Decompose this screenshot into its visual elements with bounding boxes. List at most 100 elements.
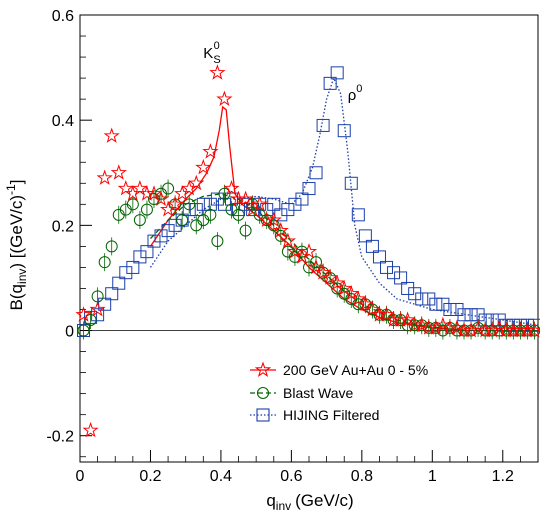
- data-point-star: [216, 90, 233, 106]
- data-point-square: [196, 197, 210, 211]
- y-tick-label: -0.2: [46, 429, 74, 446]
- data-point-square: [337, 124, 351, 138]
- legend-label-data: 200 GeV Au+Au 0 - 5%: [283, 362, 428, 378]
- data-point-star: [427, 319, 444, 335]
- data-point-circle: [204, 208, 217, 221]
- data-point-square: [281, 203, 295, 217]
- data-point-star: [209, 64, 226, 80]
- data-point-star: [293, 248, 311, 264]
- data-point-square: [302, 182, 316, 196]
- data-point-circle: [133, 214, 146, 227]
- data-point-square: [309, 166, 323, 180]
- legend-star-marker: [254, 361, 272, 378]
- data-point-square: [330, 66, 344, 80]
- data-point-square: [323, 76, 337, 90]
- data-point-square: [401, 281, 415, 295]
- data-point-star: [448, 319, 466, 335]
- data-point-circle: [267, 219, 280, 232]
- data-point-star: [300, 243, 318, 259]
- data-point-square: [365, 239, 379, 253]
- data-point-square: [344, 176, 358, 190]
- data-point-square: [140, 245, 154, 259]
- data-point-square: [161, 224, 175, 238]
- data-point-star: [89, 300, 106, 317]
- legend-label-hijing: HIJING Filtered: [283, 407, 379, 423]
- data-point-square: [295, 192, 309, 206]
- data-point-star: [103, 127, 120, 143]
- data-point-star: [223, 179, 240, 196]
- data-point-star: [413, 316, 430, 333]
- data-point-circle: [486, 324, 499, 337]
- x-tick-label: 0.4: [210, 468, 232, 485]
- data-point-square: [372, 250, 386, 264]
- data-point-square: [288, 197, 302, 211]
- y-tick-label: 0.4: [52, 113, 74, 130]
- data-point-star: [96, 169, 113, 185]
- data-point-star: [469, 319, 487, 335]
- data-point-star: [272, 222, 289, 238]
- data-point-star: [195, 158, 212, 175]
- data-point-circle: [352, 298, 365, 311]
- data-point-star: [526, 321, 540, 338]
- data-point-circle: [401, 319, 414, 332]
- x-tick-label: 0.2: [139, 468, 161, 485]
- data-point-square: [380, 260, 394, 274]
- data-point-square: [408, 287, 422, 301]
- y-tick-label: 0.6: [52, 8, 74, 25]
- data-point-square: [387, 266, 401, 280]
- data-point-circle: [295, 245, 308, 258]
- data-point-star: [110, 164, 127, 180]
- data-point-star: [434, 316, 452, 333]
- data-point-star: [237, 190, 254, 206]
- data-point-square: [147, 234, 161, 248]
- data-point-square: [422, 292, 436, 306]
- data-point-star: [484, 321, 501, 338]
- data-point-star: [138, 185, 156, 201]
- x-tick-label: 0: [76, 468, 85, 485]
- data-point-circle: [436, 324, 449, 337]
- legend-entry-data: 200 GeV Au+Au 0 - 5%: [250, 361, 428, 378]
- data-point-star: [265, 211, 282, 227]
- data-point-circle: [232, 208, 245, 221]
- legend-circle-marker: [256, 386, 270, 400]
- data-point-circle: [105, 240, 118, 253]
- data-point-circle: [126, 198, 139, 211]
- x-tick-label: 1.2: [492, 468, 514, 485]
- data-point-circle: [84, 314, 97, 327]
- data-point-star: [124, 185, 141, 201]
- data-point-star: [131, 179, 149, 196]
- data-point-square: [443, 302, 457, 316]
- data-point-circle: [211, 235, 224, 248]
- data-point-square: [105, 287, 119, 301]
- data-point-square: [394, 271, 408, 285]
- data-point-star: [82, 421, 99, 438]
- data-point-star: [166, 195, 184, 212]
- data-point-circle: [493, 324, 506, 337]
- data-point-circle: [239, 224, 252, 237]
- data-point-star: [462, 321, 480, 338]
- data-point-square: [133, 250, 147, 264]
- legend-square-marker: [256, 408, 270, 422]
- data-point-square: [154, 229, 168, 243]
- legend-label-blast-wave: Blast Wave: [283, 385, 353, 401]
- data-point-square: [436, 297, 450, 311]
- data-point-circle: [162, 182, 175, 195]
- data-point-square: [316, 118, 330, 132]
- data-point-circle: [98, 256, 111, 269]
- markers-layer: [75, 64, 540, 438]
- data-point-star: [202, 143, 219, 159]
- annotation-k0s: KS0: [203, 40, 220, 66]
- data-point-square: [457, 308, 471, 322]
- data-point-square: [429, 297, 443, 311]
- x-tick-label: 0.6: [280, 468, 302, 485]
- data-point-star: [174, 185, 191, 201]
- x-tick-label: 1: [428, 468, 437, 485]
- data-point-circle: [183, 198, 196, 211]
- data-point-star: [181, 179, 198, 196]
- data-point-circle: [450, 324, 463, 337]
- data-point-square: [112, 276, 126, 290]
- data-point-circle: [77, 324, 90, 337]
- data-point-circle: [274, 229, 287, 242]
- data-point-square: [351, 208, 365, 222]
- legend: 200 GeV Au+Au 0 - 5% Blast Wave HIJING F…: [250, 361, 428, 423]
